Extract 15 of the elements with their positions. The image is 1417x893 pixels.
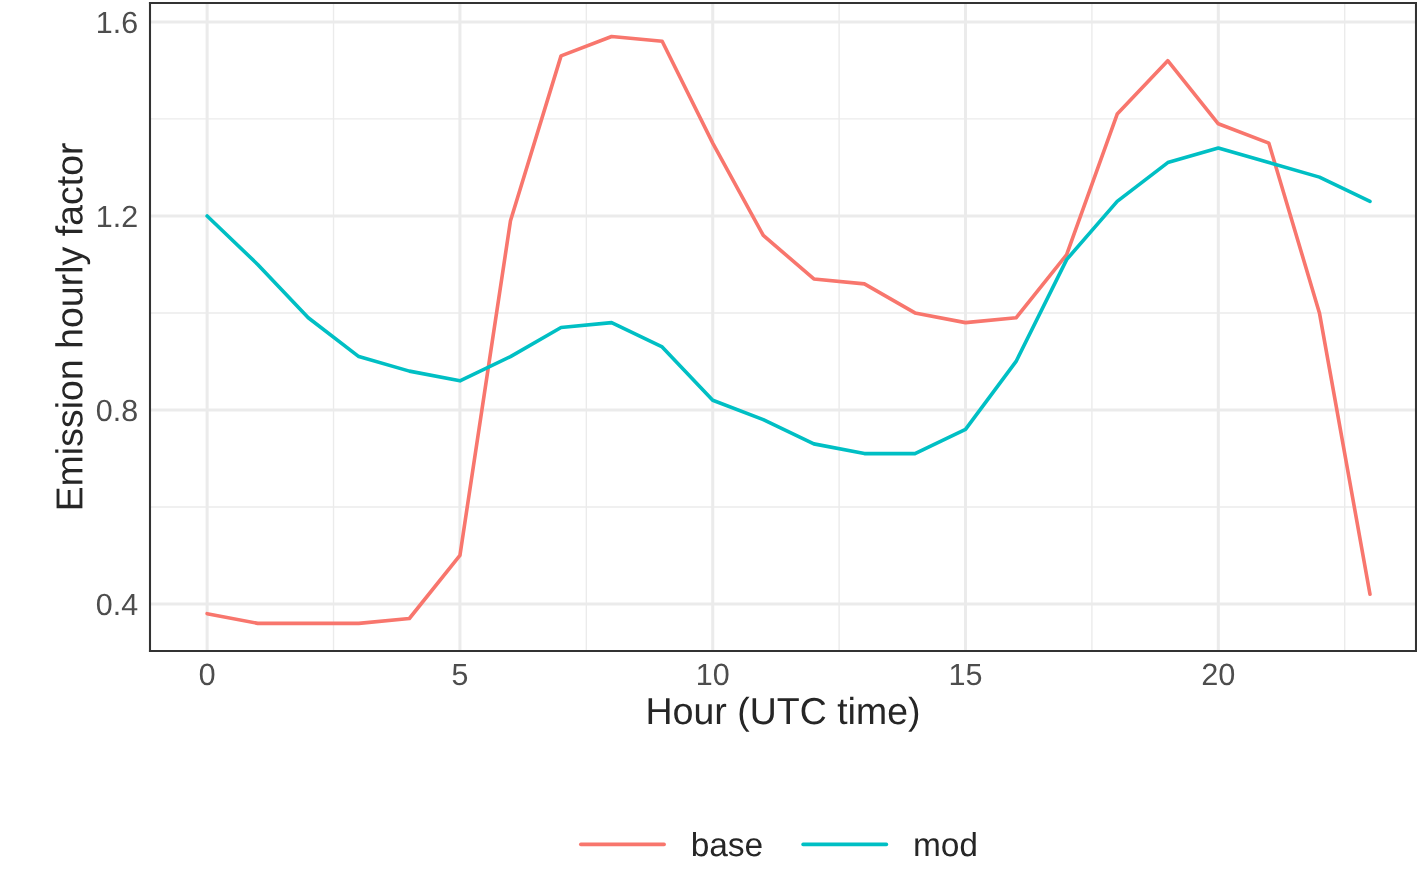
legend-label: mod bbox=[915, 831, 976, 857]
y-axis-title: Emission hourly factor bbox=[55, 143, 91, 509]
x-tick-label: 0 bbox=[199, 663, 215, 686]
line-series bbox=[205, 34, 1372, 626]
line-series bbox=[205, 146, 1372, 456]
x-tick-label: 15 bbox=[950, 663, 982, 686]
x-tick-label: 20 bbox=[1202, 663, 1235, 686]
y-tick-label: 0.8 bbox=[96, 399, 137, 422]
y-tick-label: 1.6 bbox=[98, 11, 137, 34]
x-axis-title: Hour (UTC time) bbox=[648, 696, 919, 732]
y-tick-label: 0.4 bbox=[96, 593, 138, 616]
legend-label: base bbox=[692, 831, 762, 857]
x-tick-label: 10 bbox=[698, 663, 729, 686]
x-tick-label: 5 bbox=[452, 663, 468, 686]
y-tick-label: 1.2 bbox=[98, 205, 137, 227]
